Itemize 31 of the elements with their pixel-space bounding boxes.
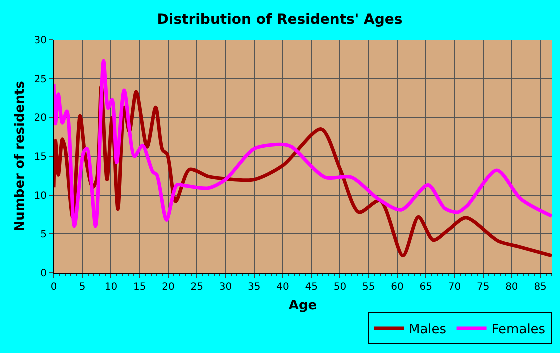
chart-title: Distribution of Residents' Ages — [157, 12, 403, 28]
x-tick-label: 60 — [391, 282, 404, 293]
y-tick-label: 25 — [34, 74, 47, 86]
x-tick-label: 75 — [476, 282, 490, 293]
x-tick-label: 10 — [104, 282, 118, 293]
x-tick-label: 80 — [506, 282, 518, 293]
y-axis-title: Number of residents — [13, 80, 28, 232]
y-tick-label: 10 — [34, 190, 47, 202]
line-series — [54, 59, 552, 228]
x-tick-label: 15 — [133, 282, 146, 293]
y-tick-label: 15 — [34, 152, 47, 163]
x-axis-title: Age — [288, 298, 318, 314]
x-tick-label: 85 — [534, 282, 547, 293]
x-tick-label: 40 — [276, 282, 290, 293]
x-tick-label: 30 — [219, 282, 232, 293]
x-tick-label: 50 — [334, 282, 347, 293]
x-tick-label: 65 — [420, 282, 432, 293]
y-tick-label: 5 — [40, 230, 47, 241]
x-tick-label: 25 — [190, 282, 204, 293]
legend-label: Females — [492, 322, 546, 338]
x-tick-label: 45 — [305, 282, 318, 293]
x-tick-label: 0 — [50, 282, 58, 293]
y-tick-label: 20 — [34, 113, 47, 124]
x-tick-label: 20 — [162, 282, 175, 293]
x-tick-label: 70 — [448, 282, 462, 293]
y-tick-label: 30 — [34, 36, 47, 46]
legend-label: Males — [409, 322, 447, 338]
x-tick-label: 35 — [248, 282, 261, 293]
x-tick-label: 55 — [362, 282, 376, 293]
x-tick-label: 5 — [79, 282, 86, 293]
y-tick-label: 0 — [40, 268, 47, 280]
